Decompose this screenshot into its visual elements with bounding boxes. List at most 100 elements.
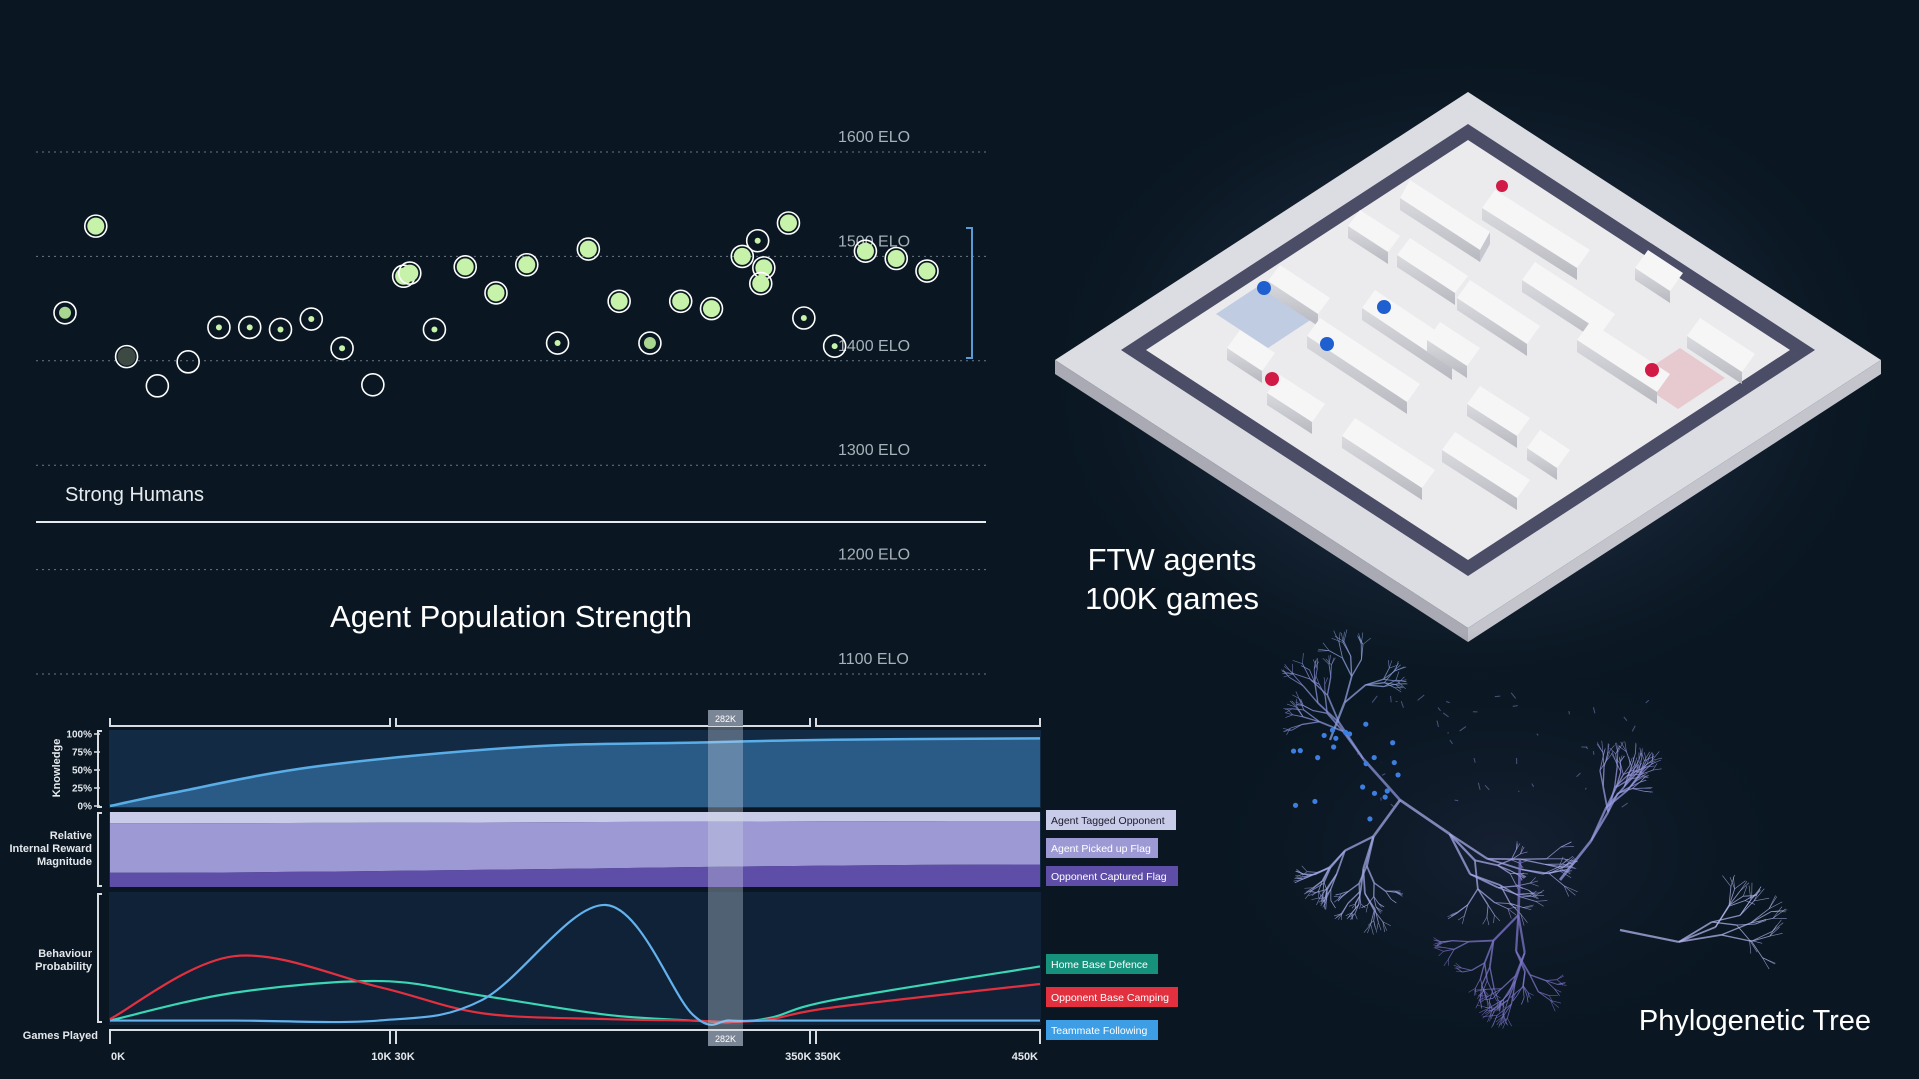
legend-agent-tagged-opponent [1046, 810, 1176, 830]
reward-band [110, 864, 1040, 887]
agent-point [730, 244, 755, 269]
agent-point [638, 331, 662, 355]
agent-point [752, 256, 776, 280]
agent-point [268, 317, 293, 342]
ftw-label-line2: 100K games [1085, 581, 1259, 616]
agent-point [53, 300, 77, 325]
time-marker-bottom-tag [708, 1030, 743, 1046]
training-timeline: 282K 282K 100% 75% 50% 25% 0% Knowledge Rela… [9, 710, 1178, 1063]
agent-point [83, 214, 108, 238]
ftw-panel: FTW agents 100K games [1028, 40, 1908, 720]
phylo-title: Phylogenetic Tree [1639, 1005, 1871, 1037]
knowledge-area [110, 738, 1040, 807]
behaviour-row-label-1: Behaviour [38, 948, 93, 960]
red-agent [1496, 180, 1508, 192]
agent-point [607, 289, 631, 314]
time-marker-top-tag [708, 710, 743, 726]
agent-point [114, 344, 139, 369]
reward-stacked-area [110, 812, 1040, 887]
agent-point [822, 334, 847, 358]
legend-agent-tagged-opponent-label: Agent Tagged Opponent [1051, 815, 1165, 827]
elo-tick-label: 1100 ELO [838, 651, 909, 668]
agent-point [745, 228, 770, 253]
reward-row-label-1: Relative [50, 830, 92, 842]
agent-point [668, 289, 693, 314]
games-played-label: Games Played [23, 1030, 98, 1042]
agent-point [699, 296, 724, 321]
behaviour-row-label-2: Probability [35, 961, 93, 973]
reward-band [110, 812, 1040, 824]
knowledge-tick-label: 75% [72, 748, 92, 759]
phylo-panel: Phylogenetic Tree [1170, 629, 1871, 1070]
strong-humans-label: Strong Humans [65, 484, 204, 506]
agent-point [748, 271, 773, 296]
blue-agent [1377, 300, 1391, 314]
legend-opponent-base-camping [1046, 987, 1178, 1007]
agent-point [422, 317, 447, 342]
red-agent [1645, 363, 1659, 377]
knowledge-tick-label: 100% [66, 730, 92, 741]
behaviour-line [109, 903, 1040, 1026]
blue-agent [1257, 281, 1271, 295]
elo-tick-label: 1600 ELO [838, 129, 910, 146]
x-label-1: 10K 30K [371, 1051, 414, 1063]
agent-point [484, 281, 508, 305]
behaviour-legend: Home Base Defence Opponent Base Camping … [1046, 954, 1178, 1040]
x-label-2: 350K 350K [785, 1051, 841, 1063]
legend-agent-picked-up-flag-label: Agent Picked up Flag [1051, 843, 1151, 855]
knowledge-row-label: Knowledge [51, 739, 63, 798]
time-marker-top-label: 282K [715, 714, 736, 724]
agent-point [330, 336, 354, 361]
reward-row-label-3: Magnitude [37, 856, 92, 868]
elo-gridlines [36, 151, 986, 675]
agent-point [397, 261, 422, 285]
ctf-maze-map-icon [1055, 92, 1881, 642]
reward-row-label-2: Internal Reward [9, 843, 92, 855]
knowledge-line [109, 737, 1041, 808]
timeline-left-brackets [97, 730, 102, 1023]
elo-range-bracket [966, 227, 973, 359]
knowledge-tick-label: 25% [72, 784, 92, 795]
agent-point [514, 252, 539, 277]
timeline-top-axis [109, 718, 1041, 727]
elo-chart-title: Agent Population Strength [330, 599, 692, 634]
agent-point [299, 307, 324, 331]
behaviour-line [109, 965, 1041, 1024]
timeline-bottom-axis [109, 1029, 1041, 1044]
legend-agent-picked-up-flag [1046, 838, 1158, 858]
knowledge-tick-label: 0% [78, 802, 93, 813]
phylogenetic-tree-icon [1280, 629, 1788, 1029]
agent-point [145, 374, 170, 398]
elo-tick-label: 1300 ELO [838, 442, 910, 459]
reward-legend: Agent Tagged Opponent Agent Picked up Fl… [1046, 810, 1178, 886]
legend-home-base-defence-label: Home Base Defence [1051, 959, 1148, 971]
red-agent [1265, 372, 1279, 386]
agent-point [361, 373, 385, 397]
time-marker-band [708, 710, 743, 1046]
reward-band [110, 821, 1040, 873]
agent-point [576, 237, 601, 261]
behaviour-lines [109, 903, 1041, 1026]
blue-agent [1320, 337, 1334, 351]
knowledge-tick-label: 50% [72, 766, 92, 777]
time-marker-bottom-label: 282K [715, 1034, 736, 1044]
x-label-3: 450K [1012, 1051, 1038, 1063]
maze-blocks [1227, 180, 1755, 510]
knowledge-tick-labels: 100% 75% 50% 25% 0% [66, 730, 100, 813]
legend-teammate-following-label: Teammate Following [1051, 1025, 1147, 1037]
agent-point [776, 211, 801, 235]
agent-point [453, 255, 478, 279]
behaviour-panel [109, 892, 1041, 1025]
legend-opponent-base-camping-label: Opponent Base Camping [1051, 992, 1169, 1004]
x-label-0: 0K [111, 1051, 125, 1063]
legend-home-base-defence [1046, 954, 1158, 974]
agent-point [545, 331, 570, 355]
elo-tick-label: 1400 ELO [838, 338, 910, 355]
legend-opponent-captured-flag-label: Opponent Captured Flag [1051, 871, 1167, 883]
agent-point [792, 306, 816, 330]
behaviour-line [109, 954, 1041, 1024]
legend-teammate-following [1046, 1020, 1158, 1040]
